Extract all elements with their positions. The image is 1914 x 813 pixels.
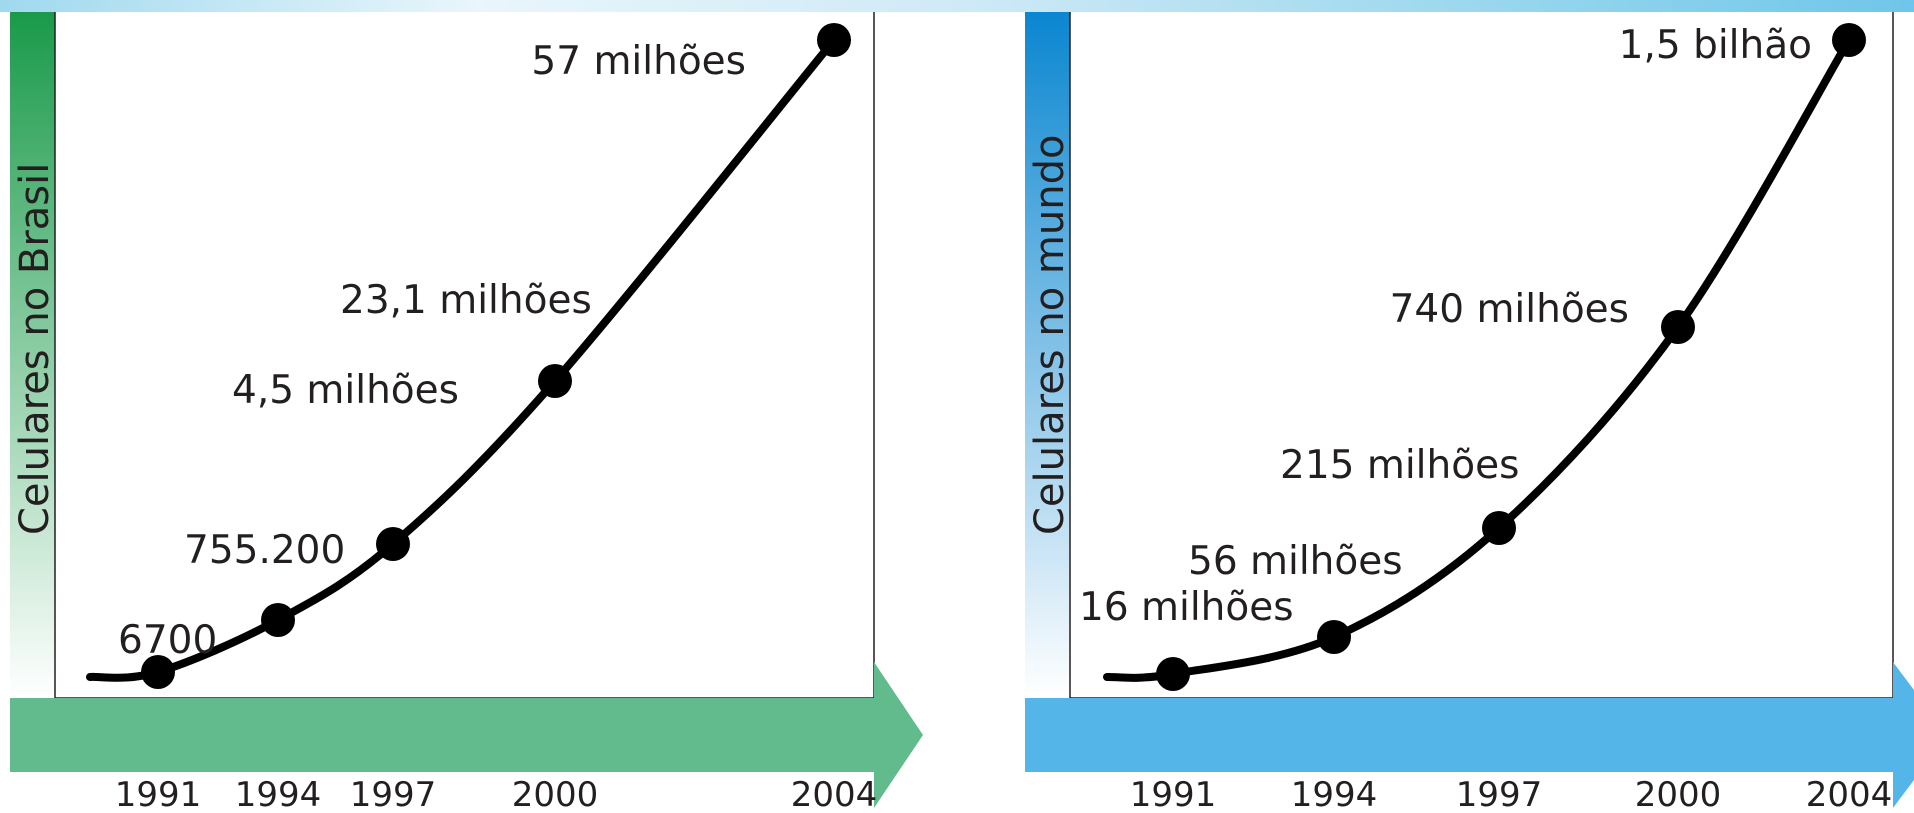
data-label-2004: 1,5 bilhão [1619, 23, 1812, 68]
x-tick-1991: 1991 [1130, 775, 1217, 813]
data-point-1994 [1317, 620, 1351, 654]
data-label-1997: 4,5 milhões [232, 368, 459, 413]
data-label-2004: 57 milhões [531, 39, 746, 84]
x-tick-1994: 1994 [235, 775, 322, 813]
data-point-1991 [1156, 657, 1190, 691]
top-decorative-band [0, 0, 1914, 12]
data-label-1991: 6700 [118, 618, 217, 663]
data-label-1994: 755.200 [184, 528, 345, 573]
x-tick-2000: 2000 [512, 775, 599, 813]
x-tick-2000: 2000 [1635, 775, 1722, 813]
data-label-2000: 740 milhões [1390, 287, 1629, 332]
x-axis-arrow [1025, 662, 1914, 808]
data-point-1997 [1482, 511, 1516, 545]
data-point-1997 [376, 527, 410, 561]
x-tick-1991: 1991 [115, 775, 202, 813]
data-point-1991 [141, 655, 175, 689]
data-point-2004 [817, 23, 851, 57]
data-point-2000 [538, 364, 572, 398]
x-tick-2004: 2004 [1806, 775, 1893, 813]
data-line [86, 36, 838, 682]
x-tick-2004: 2004 [791, 775, 878, 813]
y-axis-color-bar [1025, 12, 1070, 698]
x-tick-1997: 1997 [350, 775, 437, 813]
data-point-2000 [1661, 310, 1695, 344]
y-axis-label: Celulares no mundo [1027, 135, 1073, 535]
data-label-2000: 23,1 milhões [340, 278, 592, 323]
chart-brasil: Celulares no Brasil 6700 755.200 4,5 milhõ… [10, 12, 923, 813]
data-label-1994: 56 milhões [1188, 539, 1403, 584]
data-point-1994 [261, 603, 295, 637]
y-axis-label: Celulares no Brasil [12, 163, 58, 535]
data-label-1991: 16 milhões [1079, 585, 1294, 630]
x-tick-1994: 1994 [1291, 775, 1378, 813]
y-axis-color-bar [10, 12, 55, 698]
x-tick-1997: 1997 [1456, 775, 1543, 813]
data-point-2004 [1832, 23, 1866, 57]
x-axis-arrow [10, 662, 923, 808]
data-label-1997: 215 milhões [1280, 443, 1519, 488]
